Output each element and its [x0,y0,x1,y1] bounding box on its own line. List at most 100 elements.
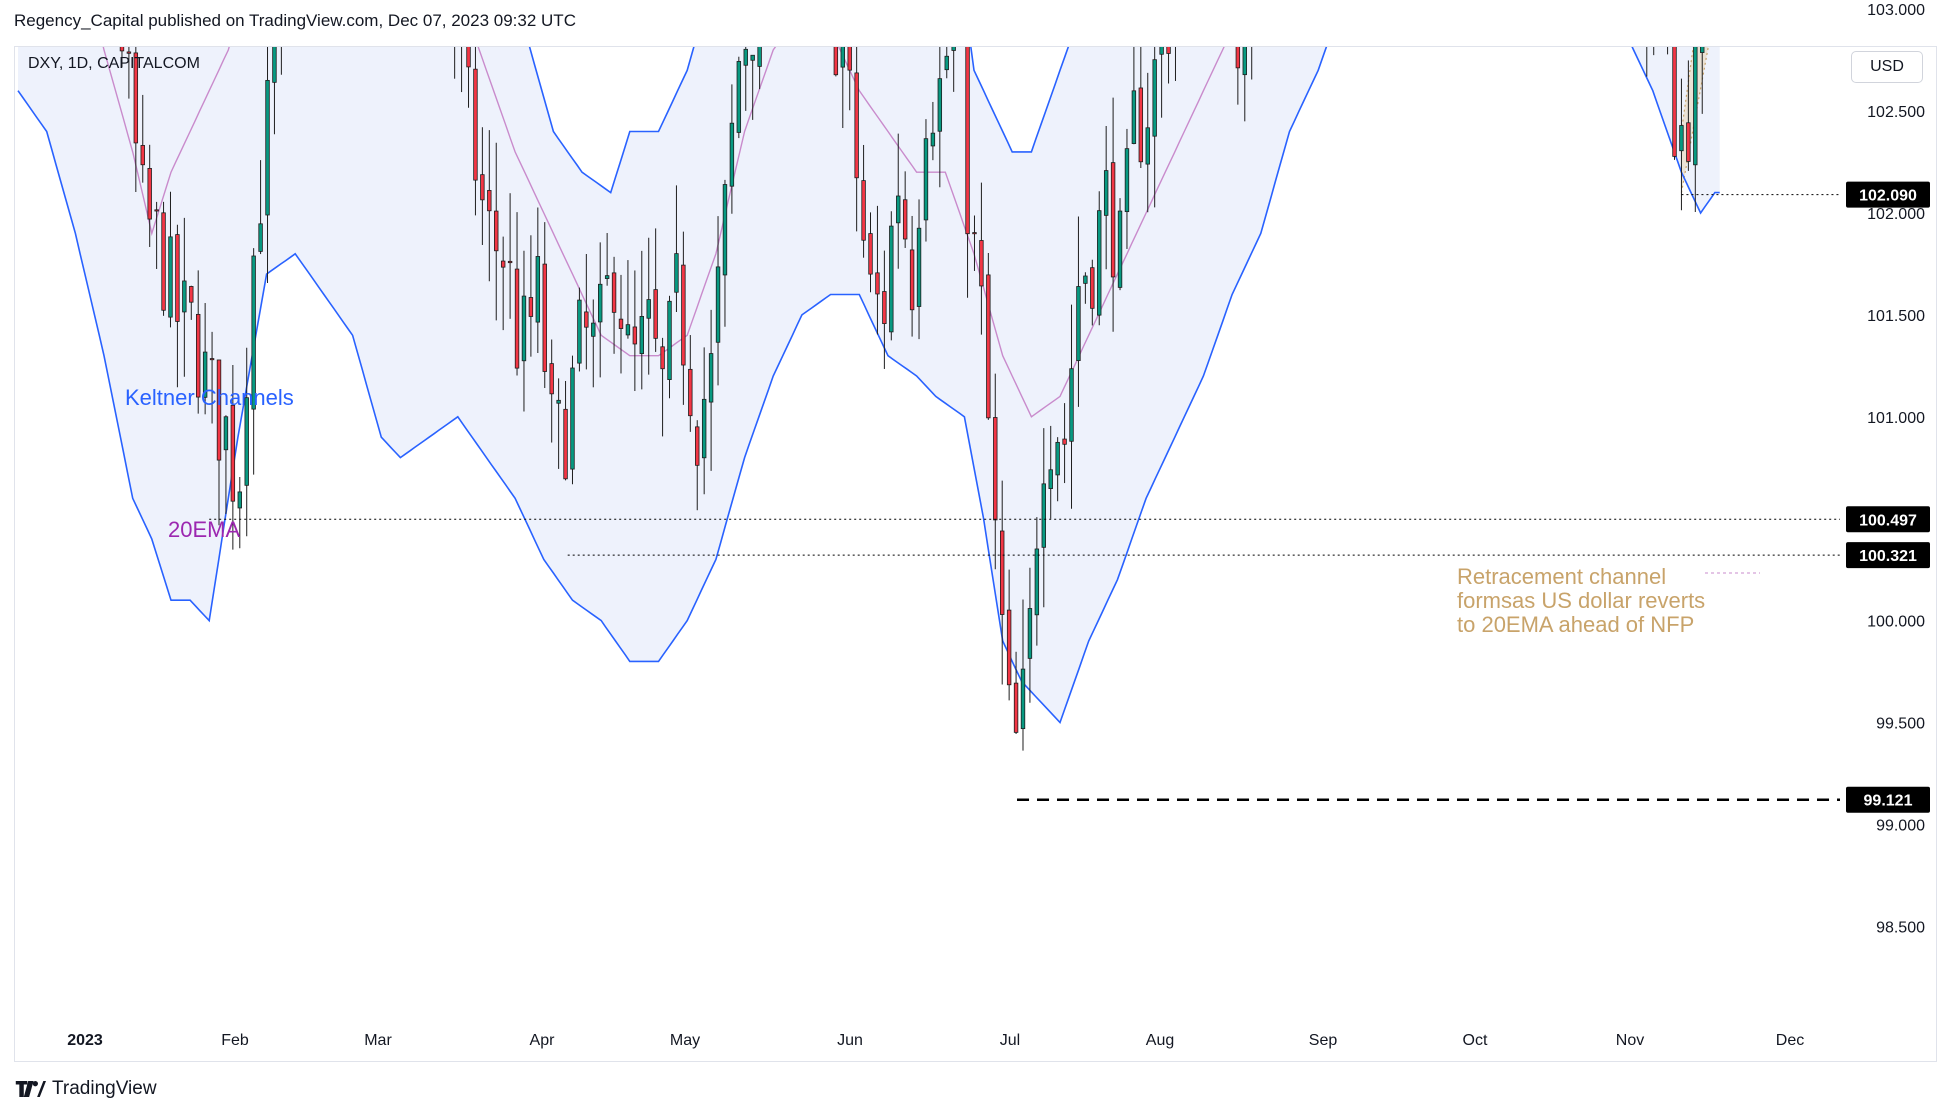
candle-body [1110,162,1116,278]
candle-body [632,326,638,345]
candle [521,250,527,412]
candle [701,347,707,495]
candle-body [168,236,173,318]
tradingview-logo-icon [15,1081,46,1097]
candle [265,47,270,284]
candle [1083,272,1088,304]
candle [514,212,520,376]
candle [722,179,728,327]
candle-body [161,212,166,311]
x-tick-label: Jun [837,1032,863,1049]
candle-body [937,78,943,132]
candle-body [1679,125,1684,152]
candle-body [1062,438,1067,445]
candle [202,303,208,415]
candle-body [695,426,700,466]
y-tick-label: 99.000 [1876,817,1925,834]
candle-body [494,210,499,252]
candle-body [1020,668,1026,730]
candle [556,378,561,469]
x-tick-label: Mar [364,1032,392,1049]
candle-body [722,184,728,276]
candle [1097,191,1102,326]
y-tick-label: 99.500 [1876,716,1925,733]
y-tick-label: 102.000 [1867,206,1925,223]
candle-body [577,299,582,364]
candle-body [563,408,568,480]
candle-body [202,351,208,398]
candle-body [251,255,256,410]
candle-body [1041,483,1046,548]
candle [916,199,922,340]
candle-body [1069,368,1074,442]
publisher-line: Regency_Capital published on TradingView… [14,11,576,30]
candle [1700,47,1705,114]
candle-body [729,122,735,187]
candle [584,254,589,370]
candle-body [542,263,547,372]
candle [591,299,596,388]
candle [1090,259,1095,326]
candle [1062,403,1067,484]
keltner-fill [18,47,1720,723]
candle [1672,47,1677,160]
candle-body [868,233,873,275]
symbol-legend[interactable]: DXY, 1D, CAPITALCOM [28,55,200,72]
candle-body [611,272,617,313]
candle-body [646,299,651,319]
candle [230,364,236,550]
candle [715,216,721,386]
candle-body [861,180,866,241]
candle [1048,425,1053,519]
candle-body [909,249,915,311]
candle [1000,480,1005,685]
candle [750,54,755,120]
candle-body [598,283,603,323]
candle-body [549,363,554,395]
candle-body [743,48,748,66]
candle [161,201,166,316]
candle-body [660,346,665,370]
x-tick-label: Nov [1616,1032,1644,1049]
candle [840,47,845,128]
candle-body [701,398,707,459]
candle [244,347,249,537]
candle [639,250,644,390]
candle-body [896,195,901,224]
candle-body [1083,275,1088,284]
candle [209,331,215,424]
candle [549,339,554,443]
candle-body [1131,90,1137,144]
candle [1041,428,1046,608]
candle [237,477,242,549]
candle-body [750,54,755,61]
candle-body [182,280,187,313]
candle-body [189,286,194,303]
candle-body [280,0,284,46]
footer-brand-block[interactable]: TradingView [14,1078,157,1100]
candle [473,47,478,216]
candle-body [604,275,610,279]
ema-line [102,47,1225,418]
x-tick-label: Oct [1463,1032,1488,1049]
y-tick-label: 98.500 [1876,919,1925,936]
keltner-channels-label: Keltner Channels [125,385,294,410]
candle-body [230,404,236,502]
currency-button[interactable]: USD [1851,51,1923,83]
candle-body [1076,286,1081,361]
candle-body [1242,47,1247,76]
candle [1145,72,1150,213]
candle [1117,198,1123,291]
candle [930,101,936,161]
x-tick-label: Jul [1000,1032,1020,1049]
candle [965,47,970,298]
candle-body [196,313,201,398]
candle [688,335,693,432]
candle [1653,47,1655,56]
candle [959,0,963,41]
candle-body [216,359,222,461]
candle-body [265,79,270,216]
candle [500,236,506,331]
candle-body [736,61,742,133]
